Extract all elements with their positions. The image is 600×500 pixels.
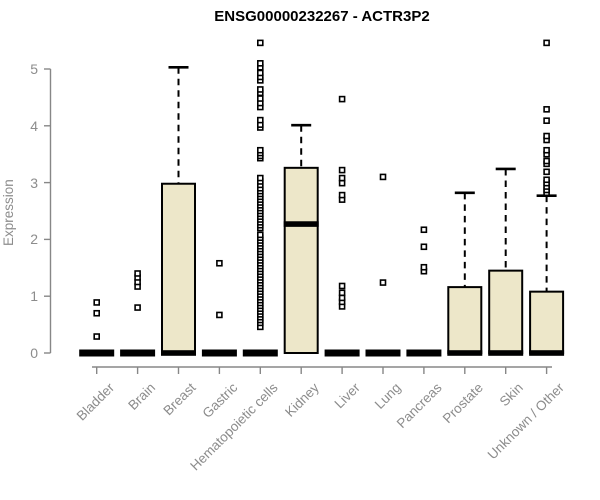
outlier-point [256,86,264,93]
collapsed-box [201,349,237,357]
outlier-point [543,157,550,165]
outlier-point [543,146,550,154]
outlier-point [134,270,141,277]
y-tick-label: 5 [30,61,38,77]
outlier-point [93,309,100,317]
y-tick-label: 4 [30,117,38,134]
y-tick-label: 1 [30,288,38,305]
outlier-point [543,117,550,124]
collapsed-box [324,349,360,357]
y-tick-label: 0 [30,345,38,361]
outlier-point [338,282,346,290]
outlier-point [338,294,346,302]
outlier-point [338,179,346,187]
outlier-point [543,106,550,113]
outlier-point [256,231,264,239]
box-iqr [529,290,565,355]
outlier-point [420,226,428,234]
median-line [488,350,524,356]
outlier-point [134,304,141,311]
median-line [283,221,319,227]
outlier-point [379,279,387,286]
outlier-point [338,174,346,182]
box-iqr [488,269,524,355]
median-line [529,350,565,356]
outlier-point [420,263,428,271]
outlier-point [256,116,264,124]
outlier-point [543,168,550,176]
outlier-point [256,69,264,77]
collapsed-box [79,349,115,357]
outlier-point [256,174,264,182]
outlier-point [216,311,223,319]
collapsed-box [120,349,156,357]
outlier-point [256,146,264,154]
y-tick-label: 3 [30,174,38,191]
box-iqr [283,166,319,354]
outlier-point [543,176,550,184]
median-line [447,350,483,356]
outlier-point [256,39,264,47]
outlier-point [379,173,387,181]
outlier-point [338,166,346,174]
outlier-point [93,333,100,340]
outlier-point [256,95,264,102]
median-line [161,350,196,356]
outlier-point [216,259,223,267]
outlier-point [543,39,550,47]
outlier-point [543,132,550,140]
box-iqr [447,286,483,354]
outlier-point [420,243,428,251]
outlier-point [256,60,264,67]
collapsed-box [406,349,442,357]
outlier-point [338,289,346,297]
chart-title: ENSG00000232267 - ACTR3P2 [214,8,430,25]
box-iqr [161,182,196,354]
collapsed-box [365,349,401,357]
outlier-point [338,95,346,103]
y-tick-label: 2 [30,231,38,248]
collapsed-box [242,349,278,357]
outlier-point [338,191,346,199]
outlier-point [93,299,100,306]
